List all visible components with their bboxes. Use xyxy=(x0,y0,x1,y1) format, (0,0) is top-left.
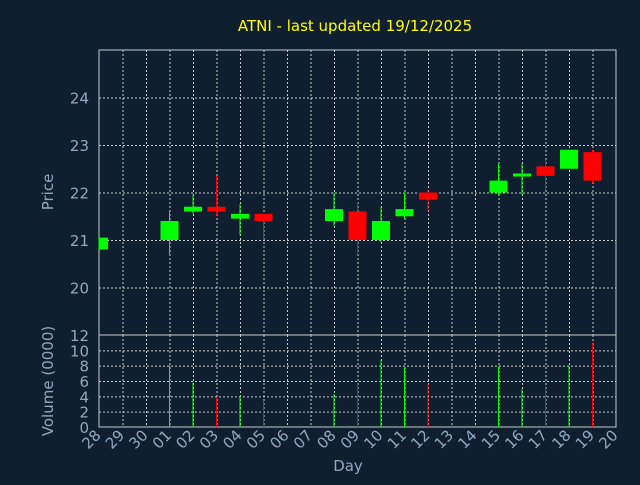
candle-body xyxy=(231,213,249,219)
price-tick-label: 21 xyxy=(70,232,89,250)
volume-axis-label: Volume (0000) xyxy=(39,326,57,436)
price-tick-labels: 20 21 22 23 24 xyxy=(70,90,89,298)
candle-08 xyxy=(325,192,343,226)
chart-title: ATNI - last updated 19/12/2025 xyxy=(238,17,472,35)
candle-body xyxy=(184,206,202,212)
candle-10 xyxy=(372,206,390,243)
candle-body xyxy=(99,237,108,250)
candle-15 xyxy=(489,164,508,195)
candle-body xyxy=(348,211,367,240)
price-grid xyxy=(99,50,616,335)
candle-18 xyxy=(560,149,578,169)
volume-tick-label: 6 xyxy=(79,373,89,391)
price-tick-label: 20 xyxy=(70,280,89,298)
candle-body xyxy=(254,213,273,221)
candle-19 xyxy=(583,149,602,183)
price-tick-label: 22 xyxy=(70,185,89,203)
candle-body xyxy=(489,180,508,193)
candle-body xyxy=(560,149,578,169)
candle-04 xyxy=(231,204,249,236)
candle-body xyxy=(583,152,602,181)
candle-28 xyxy=(98,237,108,250)
candle-body xyxy=(207,206,226,212)
price-tick-label: 23 xyxy=(70,137,89,155)
x-axis-label: Day xyxy=(333,457,363,475)
volume-tick-label: 2 xyxy=(79,404,89,422)
volume-tick-label: 12 xyxy=(70,327,89,345)
candle-05 xyxy=(254,213,273,240)
volume-tick-label: 10 xyxy=(70,342,89,360)
candle-11 xyxy=(395,192,414,219)
candle-01 xyxy=(160,211,179,255)
candle-body xyxy=(419,192,437,200)
candle-03 xyxy=(207,175,226,217)
candle-body xyxy=(395,209,414,217)
candle-body xyxy=(160,221,179,240)
volume-bars xyxy=(169,342,593,427)
candles xyxy=(98,149,602,255)
candle-16 xyxy=(513,164,531,195)
candle-12 xyxy=(419,190,437,212)
x-tick-labels: 2829300102030405060708091011121314151617… xyxy=(78,426,621,452)
volume-tick-label: 8 xyxy=(79,358,89,376)
candle-body xyxy=(536,166,555,176)
candle-body xyxy=(325,209,343,221)
price-tick-label: 24 xyxy=(70,90,89,108)
volume-tick-label: 4 xyxy=(79,388,89,406)
volume-tick-label: 0 xyxy=(79,419,89,437)
price-axis-label: Price xyxy=(39,174,57,211)
candle-17 xyxy=(536,159,555,191)
candle-02 xyxy=(184,194,202,214)
candle-body xyxy=(513,173,531,177)
candle-09 xyxy=(348,202,367,255)
candle-body xyxy=(372,221,390,240)
